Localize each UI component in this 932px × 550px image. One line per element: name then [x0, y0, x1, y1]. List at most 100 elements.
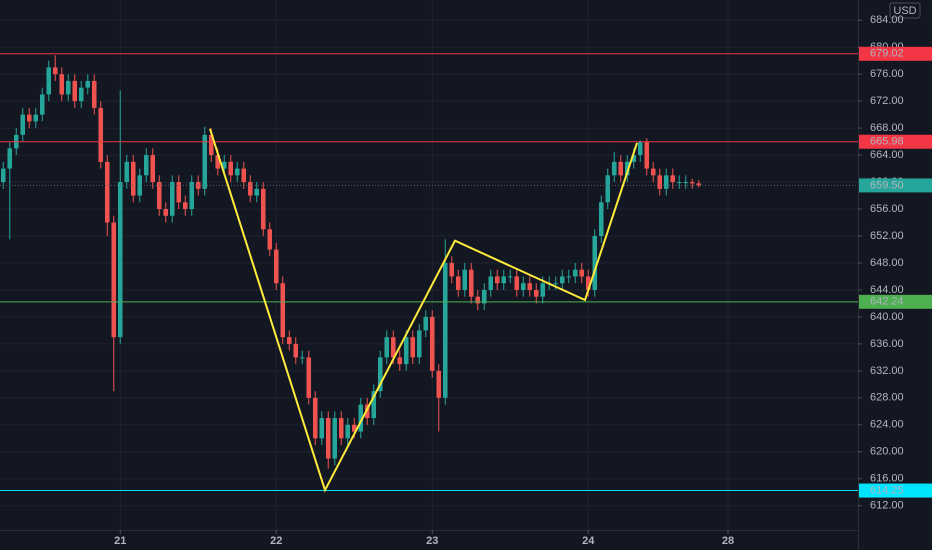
candle-body	[527, 283, 533, 290]
x-tick-label: 23	[426, 535, 438, 547]
candle-body	[631, 155, 637, 162]
x-tick-label: 24	[582, 535, 595, 547]
candle-body	[78, 87, 84, 102]
candle-body	[371, 391, 377, 419]
candle-body	[416, 330, 422, 358]
y-tick-label: 648.00	[870, 257, 904, 269]
candle-body	[150, 155, 156, 183]
candle-body	[163, 209, 169, 216]
candle-body	[182, 202, 188, 210]
candle-body	[189, 182, 195, 210]
last-price-box	[859, 178, 932, 193]
candle-body	[267, 229, 273, 250]
candle-body	[130, 161, 136, 196]
candle-body	[462, 269, 468, 290]
candle-body	[111, 222, 117, 338]
candle-body	[592, 236, 598, 290]
candle-body	[494, 276, 500, 284]
currency-box	[889, 2, 921, 19]
candle-body	[501, 276, 507, 284]
candle-body	[176, 182, 182, 203]
y-tick-label: 684.00	[870, 14, 904, 26]
candle-body	[683, 182, 689, 184]
candle-body	[33, 114, 39, 122]
candle-body	[585, 276, 591, 290]
level-label-box	[859, 46, 932, 61]
candle-body	[364, 404, 370, 419]
candle-body	[59, 74, 65, 95]
candle-body	[208, 134, 214, 156]
candle-body	[598, 202, 604, 237]
level-label: 642.24	[870, 296, 904, 308]
y-tick-label: 664.00	[870, 149, 904, 161]
candle-body	[520, 283, 526, 290]
currency: USD	[893, 5, 916, 17]
x-tick-label: 28	[722, 535, 734, 547]
candle-body	[423, 316, 429, 331]
candle-body	[98, 107, 104, 162]
candle-body	[137, 175, 143, 196]
candle-body	[481, 289, 487, 304]
candle-body	[455, 276, 461, 290]
candle-body	[325, 418, 331, 459]
candle-body	[618, 161, 624, 176]
candle-body	[280, 283, 286, 338]
level-label: 614.25	[870, 484, 904, 496]
candle-body	[540, 283, 546, 297]
candle-body	[670, 175, 676, 183]
y-tick-label: 676.00	[870, 68, 904, 80]
candle-body	[299, 357, 305, 359]
candle-body	[312, 397, 318, 439]
candle-body	[234, 168, 240, 176]
candle-body	[156, 182, 162, 210]
candle-body	[260, 188, 266, 230]
candle-body	[72, 80, 78, 102]
candle-body	[338, 418, 344, 439]
level-label: 679.02	[870, 48, 904, 60]
candle-body	[26, 114, 32, 122]
level-label-box	[859, 483, 932, 498]
x-tick-label: 21	[114, 535, 126, 547]
level-label: 665.98	[870, 136, 904, 148]
candle-body	[533, 289, 539, 297]
candle-body	[65, 80, 71, 95]
candle-body	[605, 175, 611, 203]
candle-body	[202, 134, 208, 189]
candle-body	[351, 424, 357, 432]
candle-body	[468, 269, 474, 297]
y-tick-label: 628.00	[870, 392, 904, 404]
candle-body	[449, 262, 455, 277]
candle-body	[429, 316, 435, 371]
candle-body	[696, 183, 702, 186]
candle-body	[579, 269, 585, 277]
y-tick-label: 668.00	[870, 122, 904, 134]
candle-body	[390, 337, 396, 358]
candle-body	[657, 175, 663, 189]
candle-body	[514, 276, 520, 290]
candle-body	[644, 141, 650, 169]
candle-body	[52, 67, 58, 75]
y-tick-label: 640.00	[870, 311, 904, 323]
candle-body	[611, 161, 617, 176]
candle-body	[241, 168, 247, 183]
candle-body	[410, 337, 416, 358]
candle-body	[319, 418, 325, 439]
y-tick-label: 624.00	[870, 419, 904, 431]
candle-body	[306, 357, 312, 398]
candle-body	[650, 168, 656, 176]
candle-body	[507, 276, 513, 278]
candle-body	[293, 343, 299, 358]
candle-body	[286, 337, 292, 344]
y-tick-label: 644.00	[870, 284, 904, 296]
candle-body	[345, 424, 351, 439]
candle-body	[475, 296, 481, 304]
candle-body	[572, 269, 578, 277]
level-label-box	[859, 294, 932, 309]
x-tick-label: 22	[270, 535, 282, 547]
level-label-box	[859, 134, 932, 149]
candle-body	[117, 182, 123, 338]
y-tick-label: 656.00	[870, 203, 904, 215]
candle-body	[169, 182, 175, 216]
zigzag-pattern	[208, 128, 638, 493]
